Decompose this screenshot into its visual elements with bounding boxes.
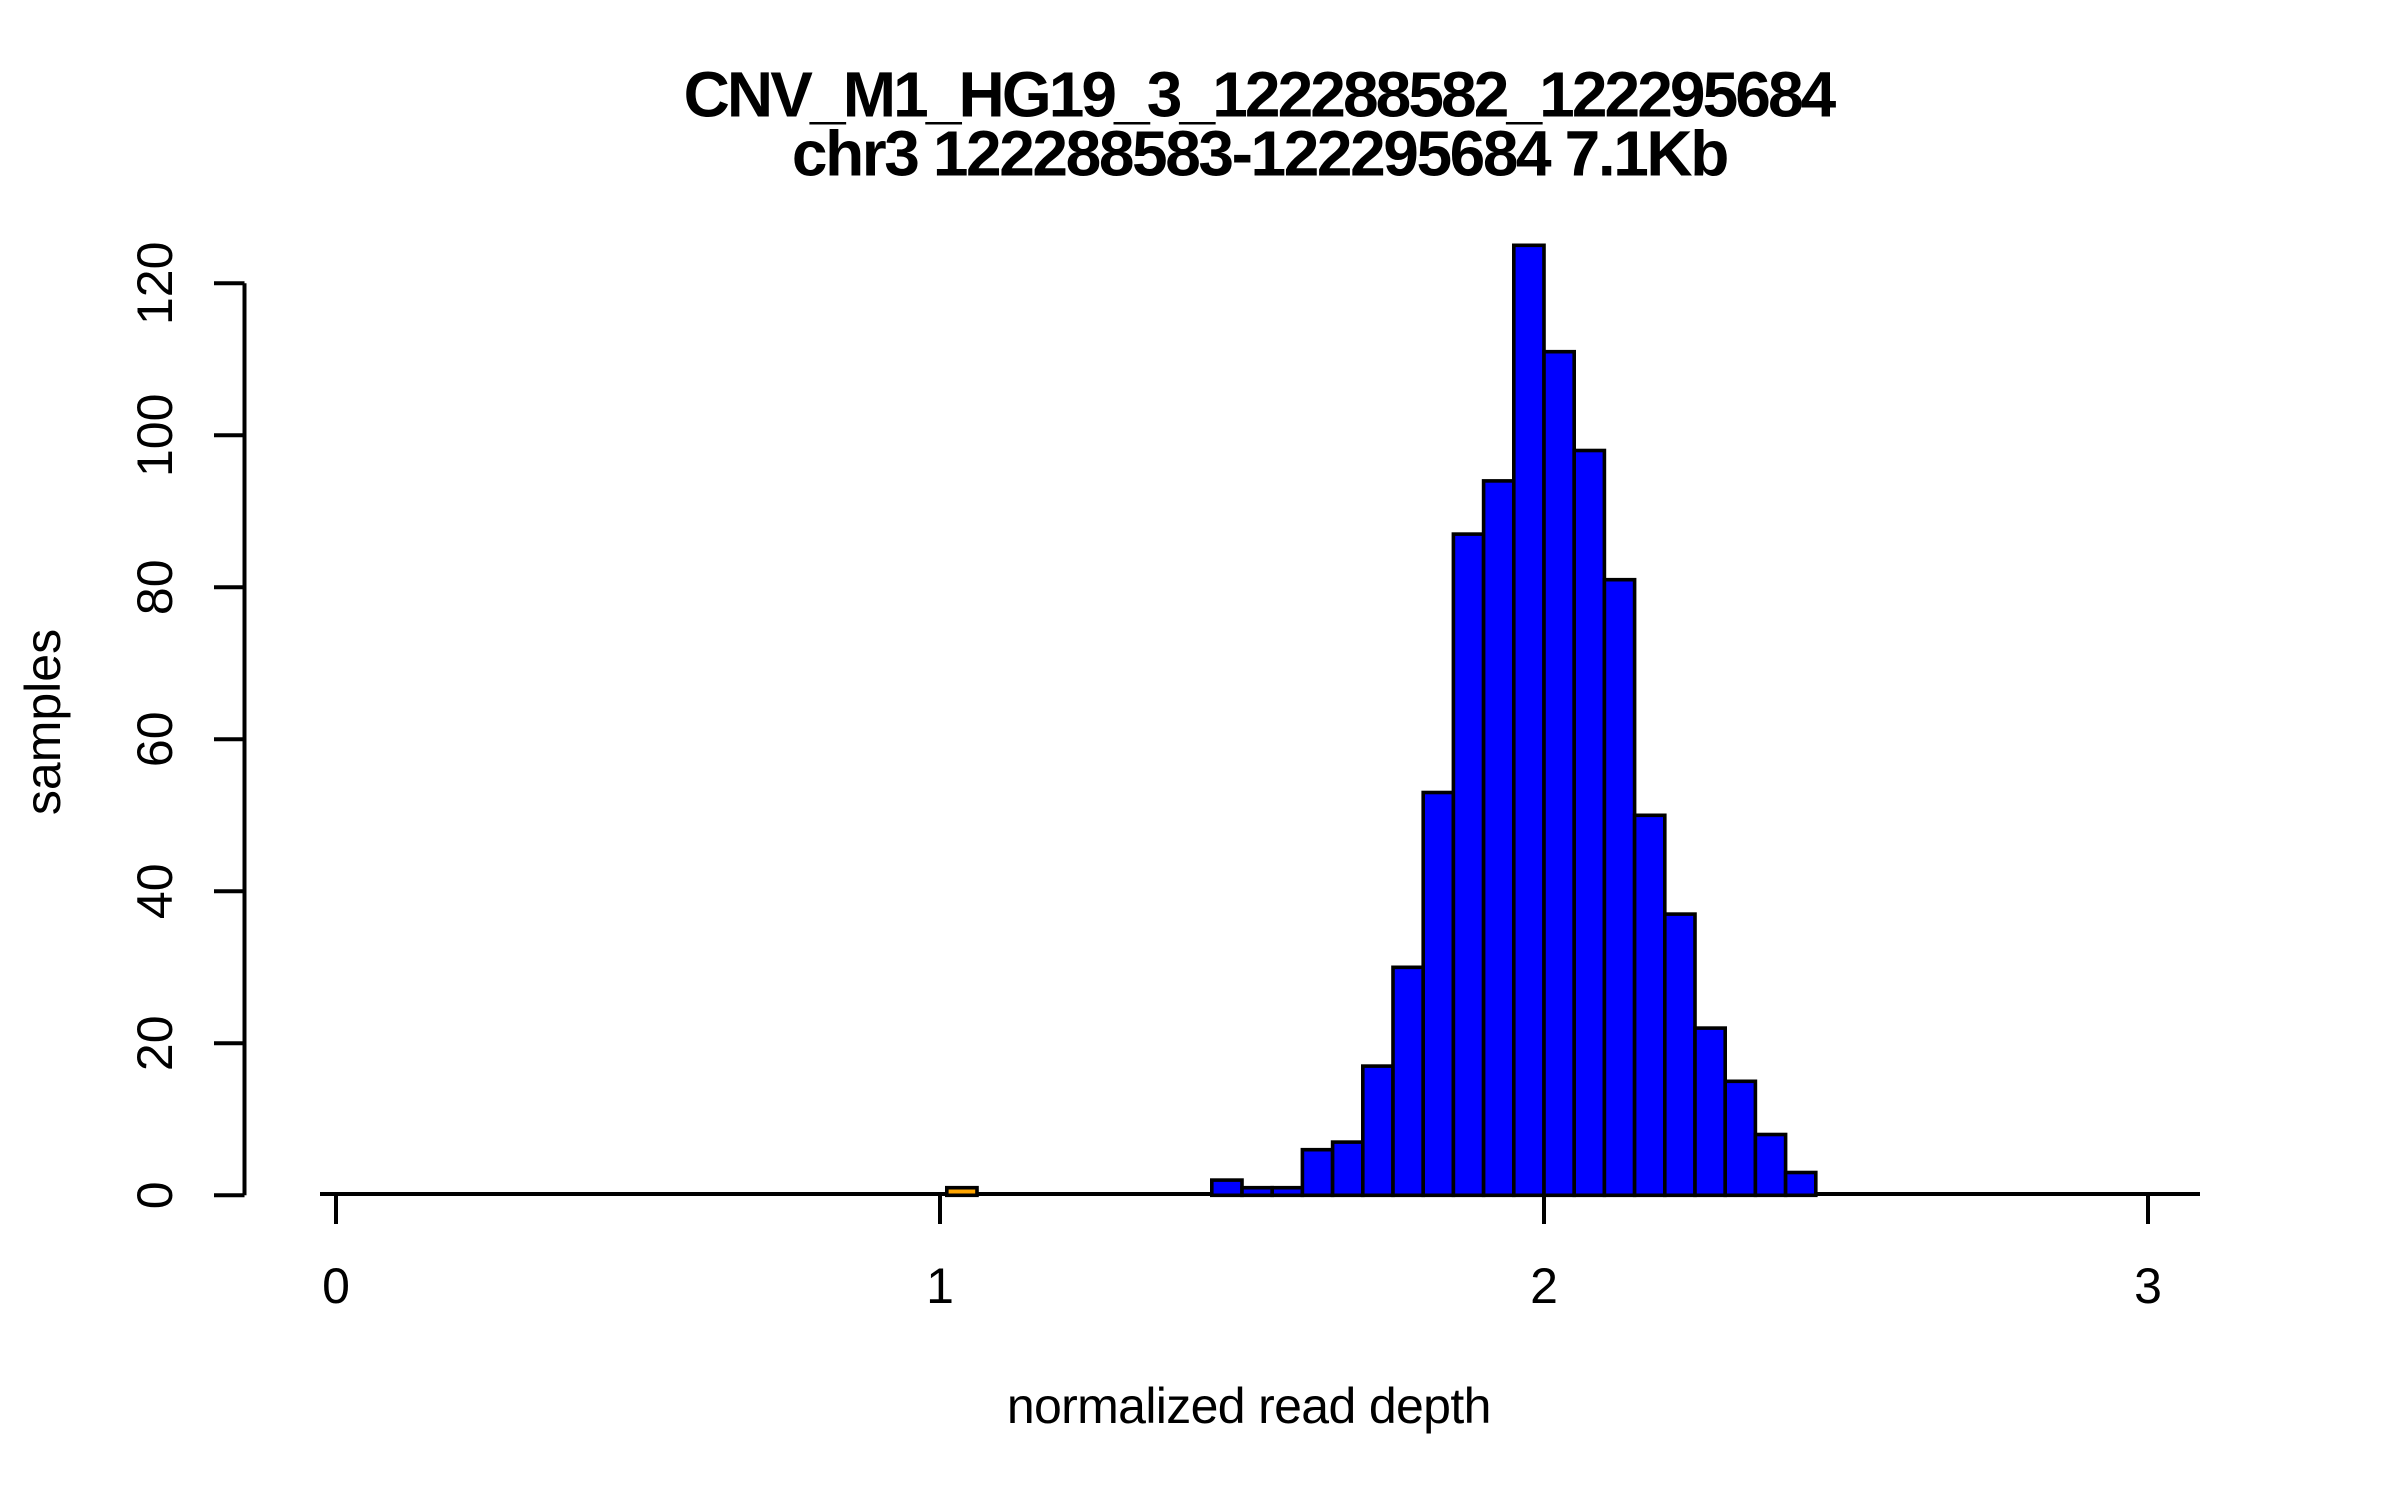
- svg-text:chr3 122288583-122295684 7.1Kb: chr3 122288583-122295684 7.1Kb: [792, 117, 1727, 189]
- svg-text:100: 100: [127, 394, 183, 477]
- svg-text:80: 80: [127, 559, 183, 615]
- svg-text:3: 3: [2134, 1258, 2162, 1314]
- svg-text:normalized read depth: normalized read depth: [1007, 1378, 1491, 1434]
- svg-text:1: 1: [926, 1258, 954, 1314]
- svg-text:2: 2: [1530, 1258, 1558, 1314]
- svg-text:0: 0: [127, 1181, 183, 1209]
- svg-text:120: 120: [127, 242, 183, 325]
- svg-text:0: 0: [322, 1258, 350, 1314]
- svg-text:60: 60: [127, 711, 183, 767]
- svg-text:CNV_M1_HG19_3_122288582_122295: CNV_M1_HG19_3_122288582_122295684: [684, 59, 1837, 131]
- svg-text:40: 40: [127, 863, 183, 919]
- svg-text:20: 20: [127, 1015, 183, 1071]
- svg-text:samples: samples: [15, 629, 71, 815]
